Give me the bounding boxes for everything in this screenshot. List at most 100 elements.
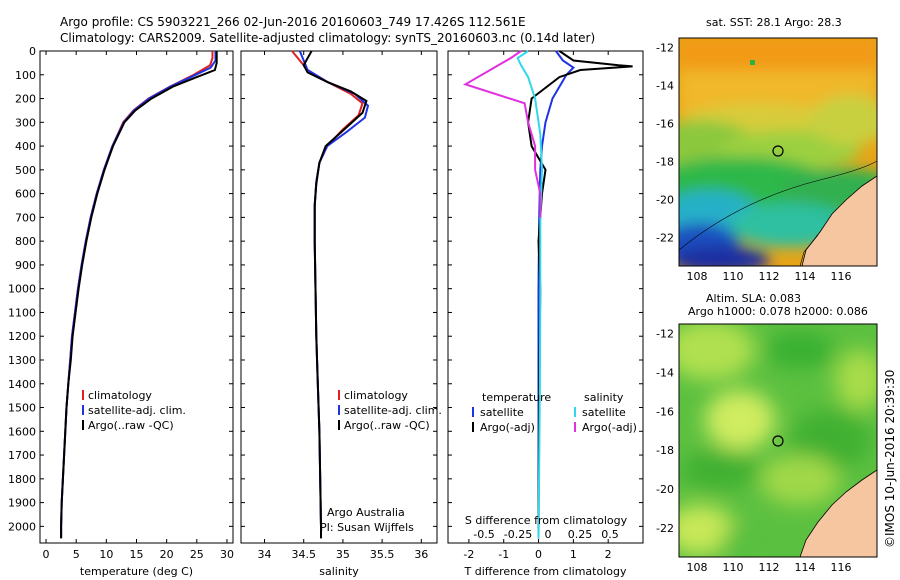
sla-map: Altim. SLA: 0.083 Argo h1000: 0.078 h200…	[678, 292, 878, 558]
x-axis-label: T difference from climatology	[464, 565, 627, 578]
x-tick-label: 0	[43, 548, 50, 561]
y-tick-label: 900	[15, 259, 36, 272]
y-tick-label: 700	[15, 211, 36, 224]
x-tick-label: 110	[723, 270, 744, 283]
y-tick-label: 1600	[8, 425, 36, 438]
legend-label: Argo(..raw -QC)	[88, 419, 174, 432]
salinity-profile: 34 34.5 35 35.5 36 salinity	[240, 50, 438, 578]
temperature-profile: 0100200300400500600700800900100011001200…	[8, 45, 234, 578]
legend-label: climatology	[344, 389, 408, 402]
series-line	[516, 50, 544, 539]
y-tick-label: 1900	[8, 497, 36, 510]
x-tick-label: 20	[160, 548, 174, 561]
legend-swatch	[82, 390, 84, 400]
plot-frame	[240, 50, 438, 544]
legend-swatch	[338, 405, 340, 415]
x-tick-label: 36	[414, 548, 428, 561]
x2-tick-label: -0.25	[504, 528, 532, 541]
x-tick-label: 34	[258, 548, 272, 561]
y-tick-label: 1500	[8, 402, 36, 415]
y-tick-label: 1400	[8, 378, 36, 391]
legend-swatch	[472, 407, 474, 417]
legend-salinity-title: salinity	[584, 391, 624, 404]
plot-frame	[447, 50, 644, 544]
x-tick-label: 34.5	[291, 548, 316, 561]
y-tick-label: -18	[656, 156, 674, 169]
y-tick-label: -12	[656, 328, 674, 341]
legend-swatch	[82, 420, 84, 430]
pi-label: PI: Susan Wijffels	[320, 521, 414, 534]
x-tick-label: 112	[759, 270, 780, 283]
legend-temperature-title: temperature	[482, 391, 551, 404]
y-tick-label: 1700	[8, 449, 36, 462]
y-tick-label: 800	[15, 235, 36, 248]
x-tick-label: 5	[73, 548, 80, 561]
x2-tick-label: 0	[545, 528, 552, 541]
series-line	[462, 50, 542, 218]
x-tick-label: 35	[336, 548, 350, 561]
x-tick-label: 15	[130, 548, 144, 561]
sst-map: sat. SST: 28.1 Argo: 28.3	[678, 16, 878, 267]
y-tick-label: 1800	[8, 473, 36, 486]
x-tick-label: 25	[190, 548, 204, 561]
legend-swatch	[574, 407, 576, 417]
y-tick-label: 400	[15, 140, 36, 153]
legend-swatch	[338, 390, 340, 400]
y-tick-label: -18	[656, 444, 674, 457]
legend-swatch	[338, 420, 340, 430]
x2-tick-label: 0.25	[568, 528, 593, 541]
legend-label: satellite-adj. clim.	[88, 404, 186, 417]
legend-label: climatology	[88, 389, 152, 402]
legend-swatch	[472, 422, 474, 432]
legend-label: Argo(-adj)	[480, 421, 535, 434]
x-tick-label: 35.5	[370, 548, 395, 561]
y-tick-label: 1100	[8, 306, 36, 319]
float-marker	[772, 145, 784, 157]
x-tick-label: 0	[535, 548, 542, 561]
plot-frame	[39, 50, 234, 544]
y-tick-label: -16	[656, 118, 674, 131]
x-tick-label: 30	[220, 548, 234, 561]
y-tick-label: 500	[15, 164, 36, 177]
y-tick-label: -14	[656, 80, 674, 93]
y-tick-label: -22	[656, 232, 674, 245]
legend-label: satellite	[582, 406, 626, 419]
sla-map-field	[679, 324, 877, 557]
y-tick-label: -16	[656, 405, 674, 418]
y-tick-label: -20	[656, 483, 674, 496]
x-tick-label: 10	[99, 548, 113, 561]
float-marker	[772, 435, 784, 447]
x-tick-label: -1	[498, 548, 509, 561]
legend-swatch	[82, 405, 84, 415]
y-tick-label: 300	[15, 116, 36, 129]
x2-axis-label: S difference from climatology	[465, 514, 628, 527]
y-tick-label: 1200	[8, 330, 36, 343]
x-axis-label: salinity	[319, 565, 359, 578]
legend-label: Argo(..raw -QC)	[344, 419, 430, 432]
y-tick-label: 600	[15, 188, 36, 201]
x-axis-label: temperature (deg C)	[80, 565, 193, 578]
y-tick-label: 1000	[8, 283, 36, 296]
x-tick-label: 108	[687, 270, 708, 283]
y-tick-label: -20	[656, 194, 674, 207]
x-tick-label: 116	[831, 270, 852, 283]
legend-label: satellite-adj. clim.	[344, 404, 442, 417]
x2-tick-label: -0.5	[473, 528, 494, 541]
y-tick-label: 200	[15, 93, 36, 106]
header-line-1: Argo profile: CS 5903221_266 02-Jun-2016…	[60, 15, 526, 29]
y-tick-label: -14	[656, 367, 674, 380]
x-tick-label: 1	[570, 548, 577, 561]
x-tick-label: 114	[795, 270, 816, 283]
sla-map-title-1: Altim. SLA: 0.083	[706, 292, 801, 305]
difference-profile: -2 -1 0 1 2 T difference from climatology	[447, 50, 644, 578]
x-tick-label: 112	[759, 561, 780, 574]
x-tick-label: 114	[795, 561, 816, 574]
header-line-2: Climatology: CARS2009. Satellite-adjuste…	[60, 31, 595, 45]
y-tick-label: 1300	[8, 354, 36, 367]
x2-tick-label: 0.5	[601, 528, 619, 541]
sla-map-axes: 108 110 112 114 116 -12 -14 -16 -18 -20 -22	[656, 328, 851, 574]
bathymetry-contour	[679, 150, 877, 251]
y-tick-label: 0	[29, 45, 36, 58]
legend-label: Argo(-adj)	[582, 421, 637, 434]
